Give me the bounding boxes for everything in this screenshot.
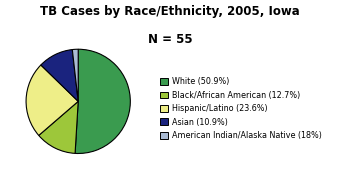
Wedge shape: [39, 101, 78, 153]
Legend: White (50.9%), Black/African American (12.7%), Hispanic/Latino (23.6%), Asian (1: White (50.9%), Black/African American (1…: [160, 77, 322, 140]
Text: TB Cases by Race/Ethnicity, 2005, Iowa: TB Cases by Race/Ethnicity, 2005, Iowa: [40, 5, 300, 18]
Wedge shape: [26, 65, 78, 135]
Wedge shape: [72, 49, 78, 101]
Wedge shape: [75, 49, 130, 153]
Text: N = 55: N = 55: [148, 33, 192, 46]
Wedge shape: [41, 50, 78, 101]
